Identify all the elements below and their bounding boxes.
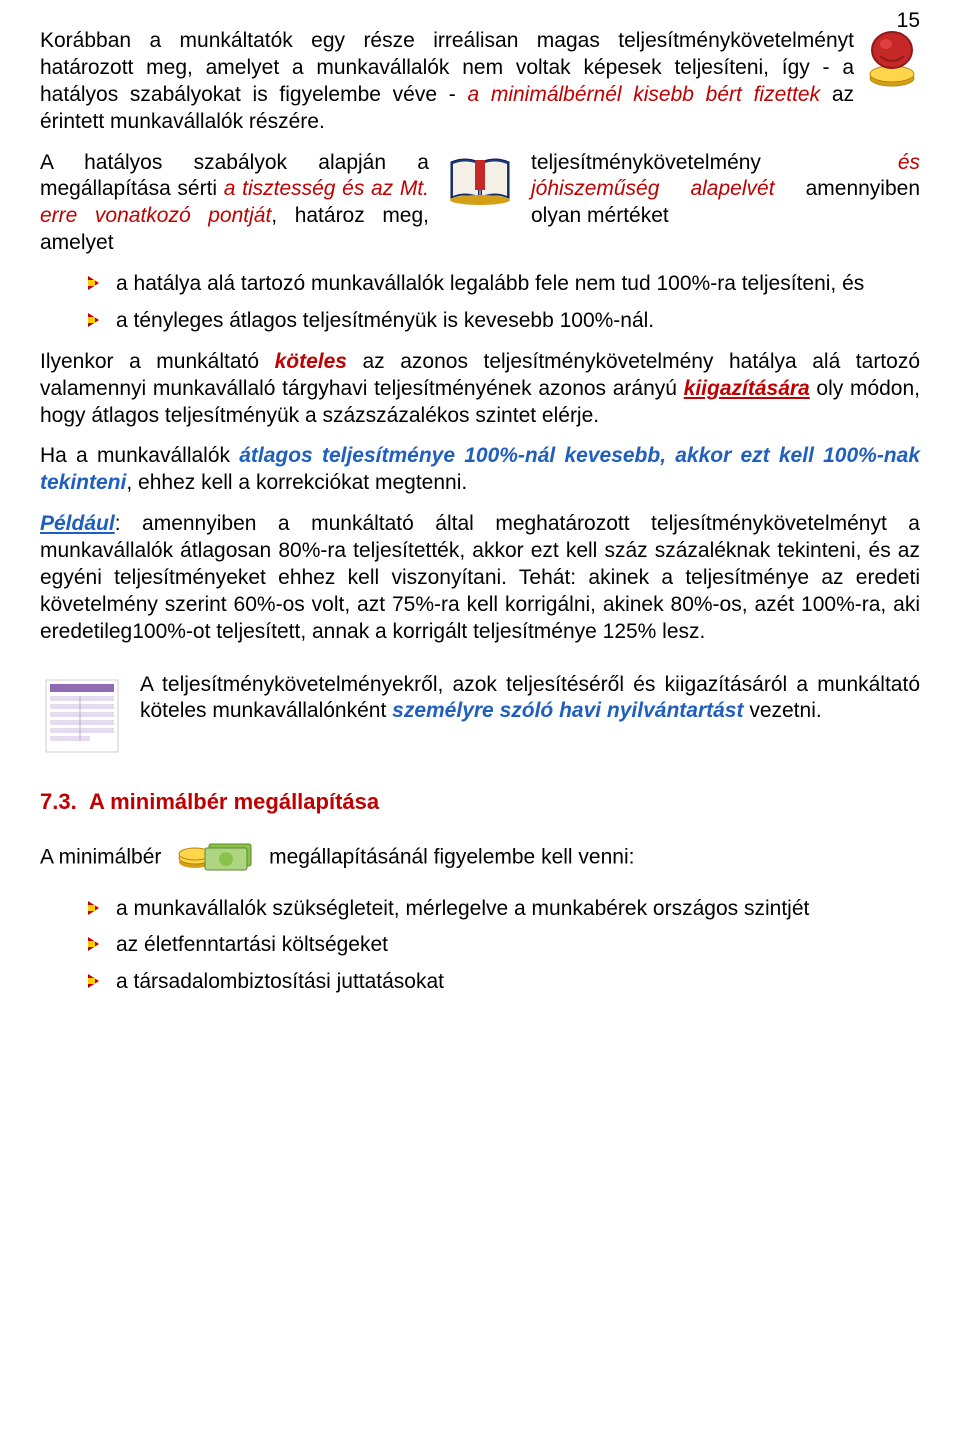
p6-blue-b1: személyre szóló havi nyilvántartást [392,699,743,722]
bullet-list-a: a hatálya alá tartozó munkavállalók lega… [40,271,920,335]
money-icon [175,834,255,882]
bullet-a-1: a hatálya alá tartozó munkavállalók lega… [88,271,920,298]
heading-number: 7.3. [40,789,77,814]
bullet-b-3: a társadalombiztosítási juttatásokat [88,969,920,996]
p6-t2: vezetni. [743,699,821,722]
p3-red-b1: köteles [275,350,347,373]
bullet-b-2: az életfenntartási költségeket [88,932,920,959]
paragraph-6-wrap: A teljesítménykövetelményekről, azok tel… [40,672,920,760]
coin-icon [864,30,920,98]
p1-red-1: a minimálbérnél kisebb bért fizettek [467,83,820,106]
paragraph-7: A minimálbér megállapításánál figyelembe… [40,834,920,882]
heading-title: A minimálbér megállapítása [89,789,379,814]
bullet-list-b: a munkavállalók szükségleteit, mérlegelv… [40,896,920,997]
p7-t1: A minimálbér [40,845,161,868]
p7-t2: megállapításánál figyelembe kell venni: [269,845,634,868]
paragraph-6: A teljesítménykövetelményekről, azok tel… [140,672,920,726]
p2-right: teljesítménykövetelmény és jóhiszeműség … [531,150,920,258]
paragraph-5: Például: amennyiben a munkáltató által m… [40,511,920,645]
paragraph-2-wrap: A hatályos szabályok alapján a megállapí… [40,150,920,258]
paragraph-3: Ilyenkor a munkáltató köteles az azonos … [40,349,920,430]
p3-red-u1: kiigazítására [684,377,810,400]
paragraph-1: Korábban a munkáltatók egy része irreáli… [40,28,920,136]
paragraph-4: Ha a munkavállalók átlagos teljesítménye… [40,443,920,497]
p1-text-2: lembe véve - [324,83,468,106]
section-heading: 7.3. A minimálbér megállapítása [40,788,920,816]
document-page: 15 Korábban a munkáltatók egy része irre… [0,0,960,1050]
p4-t1: Ha a munkavállalók [40,444,239,467]
p5-blue-u1: Például [40,512,115,535]
page-number: 15 [897,8,920,35]
p2-left: A hatályos szabályok alapján a megállapí… [40,150,429,258]
bullet-a-2: a tényleges átlagos teljesítményük is ke… [88,308,920,335]
p2r-t1: teljesítménykövetelmény [531,151,898,174]
book-icon [445,150,515,258]
p5-t1: : amennyiben a munkáltató által meghatár… [40,512,920,643]
p4-t2: , ehhez kell a korrekciókat megtenni. [126,471,467,494]
p3-t1: Ilyenkor a munkáltató [40,350,275,373]
form-icon [40,674,124,758]
bullet-b-1: a munkavállalók szükségleteit, mérlegelv… [88,896,920,923]
